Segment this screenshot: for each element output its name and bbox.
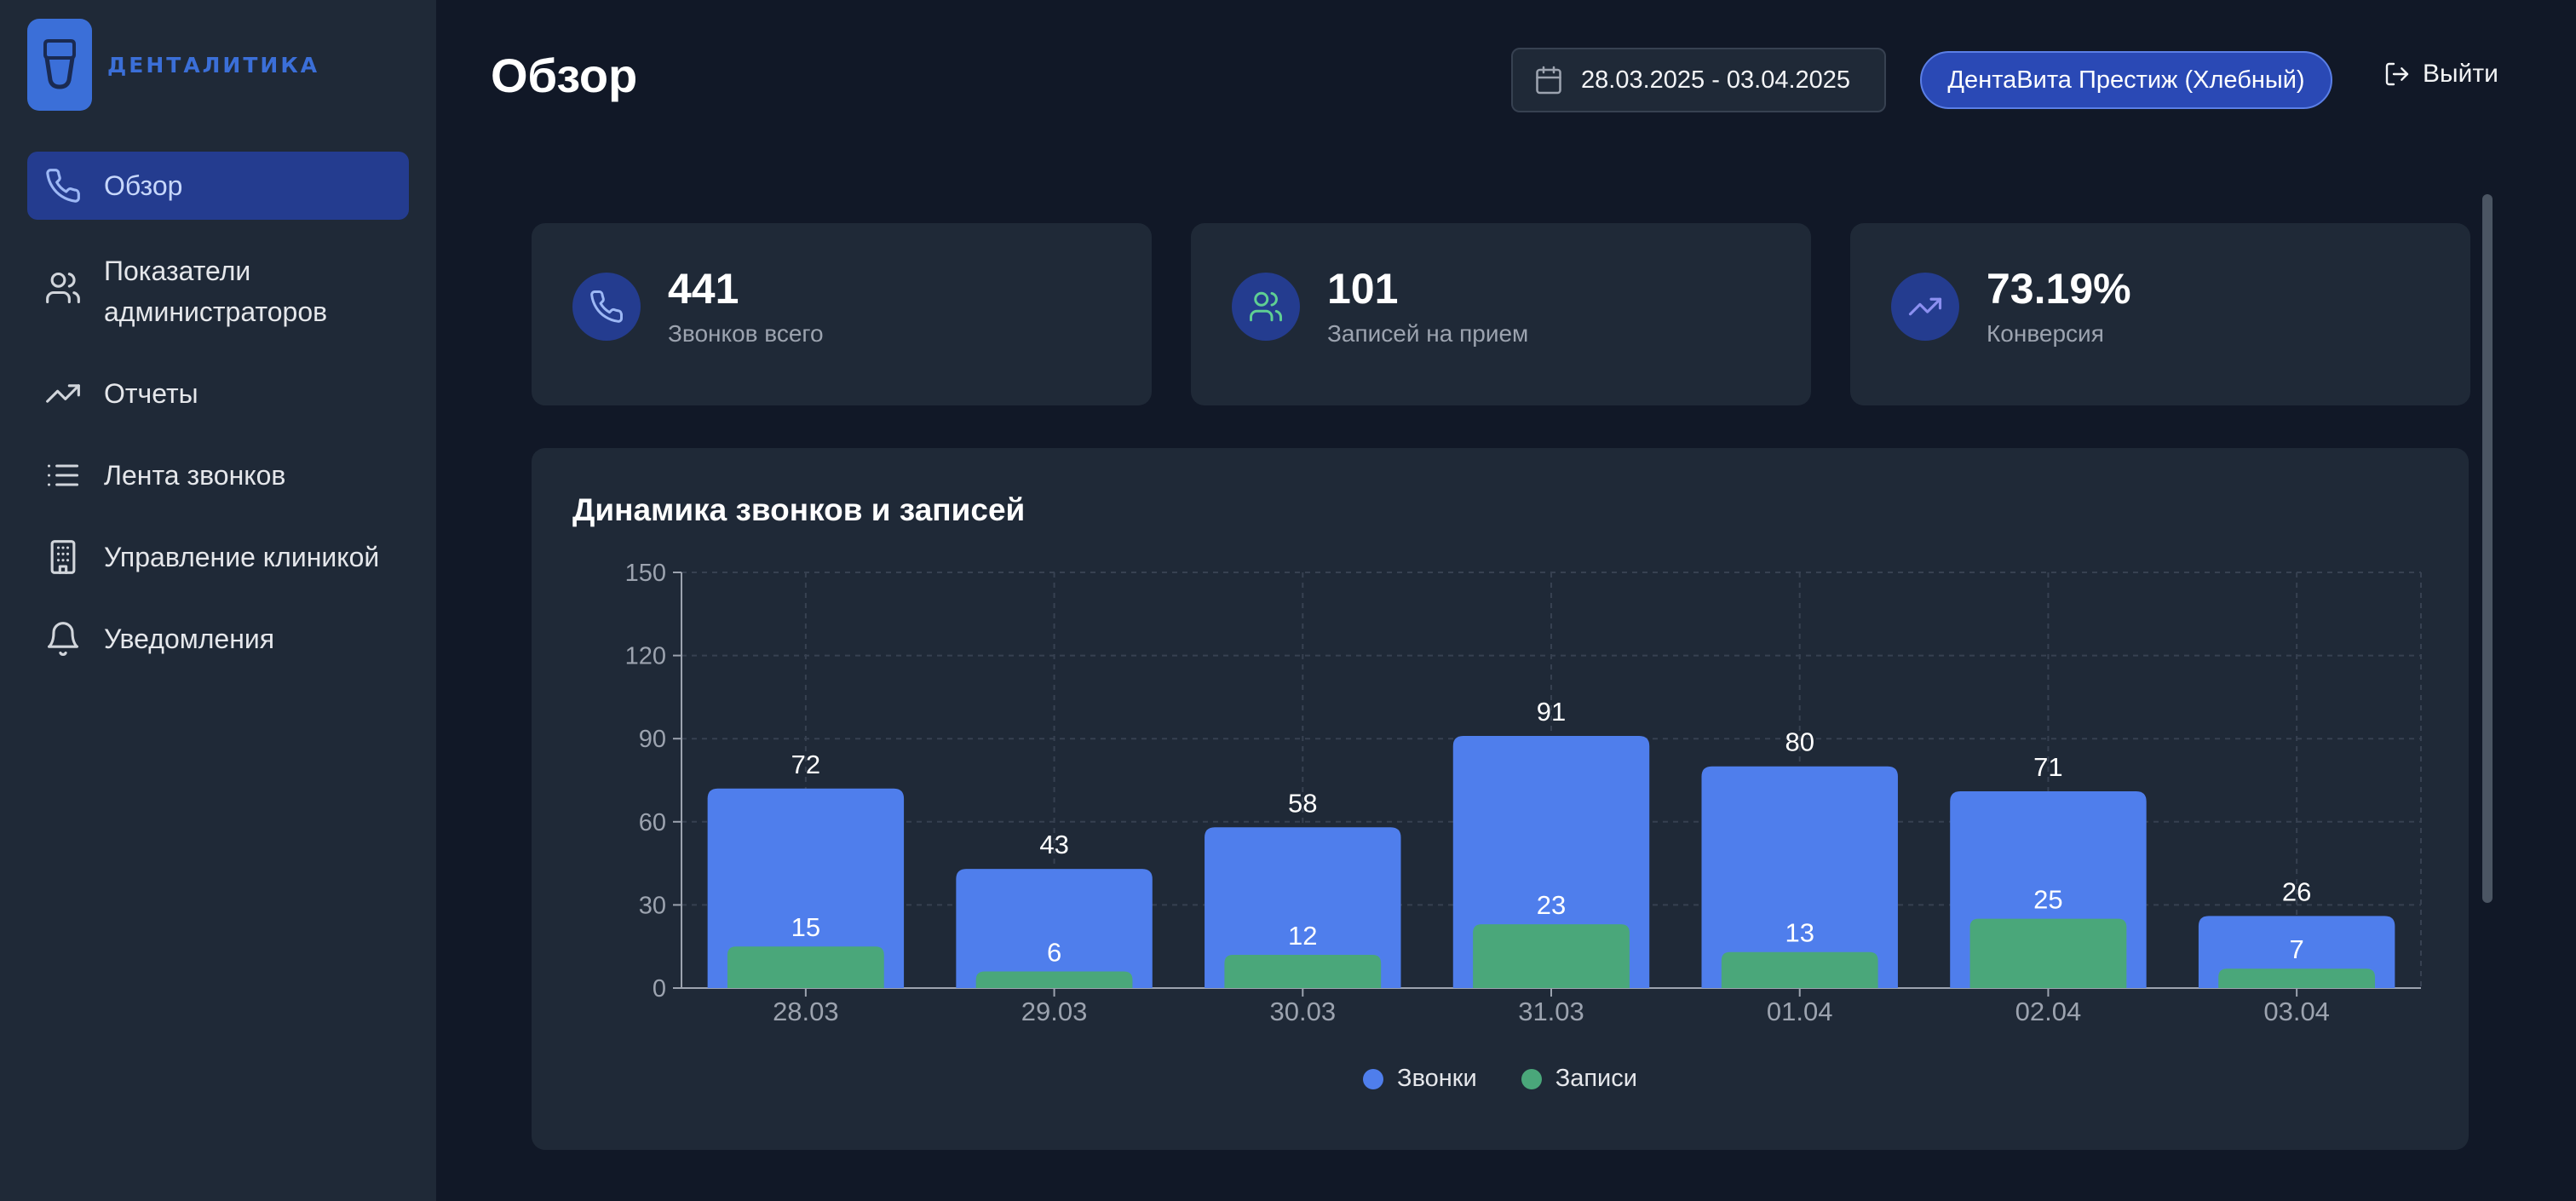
bar-records [1721, 951, 1878, 988]
x-tick-label: 02.04 [2015, 997, 2082, 1026]
users-icon [1232, 273, 1300, 341]
legend-item-records[interactable]: Записи [1521, 1065, 1637, 1093]
data-label-records: 15 [791, 912, 820, 942]
chart-panel: Динамика звонков и записей 0 30 60 90 120 150… [532, 448, 2469, 1150]
y-tick-label: 90 [639, 726, 666, 753]
y-tick-label: 30 [639, 892, 666, 919]
x-tick-label: 28.03 [773, 997, 839, 1026]
bar-calls [956, 869, 1153, 988]
bar-calls [707, 788, 905, 988]
bar-records [2218, 968, 2376, 988]
calendar-icon [1536, 66, 1561, 95]
sidebar-item-label: Показатели администраторов [104, 256, 328, 327]
bar-records [975, 971, 1133, 988]
y-tick-label: 0 [653, 975, 666, 1003]
sidebar: ДЕНТАЛИТИКА Обзор Показатели администрат… [0, 0, 436, 1201]
page-title: Обзор [491, 49, 638, 102]
sidebar-item-reports[interactable]: Отчеты [27, 373, 409, 414]
sidebar-item-clinic-management[interactable]: Управление клиникой [27, 537, 409, 578]
chart-legend: Звонки Записи [532, 1065, 2469, 1093]
data-label-records: 7 [2290, 934, 2304, 964]
x-tick-label: 30.03 [1269, 997, 1336, 1026]
logo-text: ДЕНТАЛИТИКА [107, 52, 320, 78]
building-icon [43, 537, 83, 578]
legend-label: Звонки [1397, 1065, 1477, 1092]
legend-swatch [1521, 1068, 1542, 1089]
sidebar-item-admin-metrics[interactable]: Показатели администраторов [27, 250, 409, 332]
sidebar-item-label: Уведомления [104, 623, 275, 654]
calls-records-chart: 0 30 60 90 120 150 72 15 28.03 43 6 29.03 58 12 30.03 9… [625, 560, 2422, 1026]
bar-records [727, 946, 884, 988]
bell-icon [43, 618, 83, 659]
bar-calls [1205, 827, 1401, 988]
x-tick-label: 29.03 [1021, 997, 1088, 1026]
legend-swatch [1363, 1068, 1384, 1089]
stat-card-calls: 441 Звонков всего [532, 223, 1152, 405]
scrollbar[interactable] [2482, 194, 2494, 903]
data-label-calls: 80 [1785, 727, 1814, 757]
bar-records [1224, 954, 1382, 988]
trending-up-icon [1891, 273, 1959, 341]
data-label-calls: 71 [2033, 752, 2062, 782]
data-label-calls: 43 [1039, 830, 1068, 859]
phone-icon [572, 273, 641, 341]
tooth-logo-icon [27, 19, 92, 111]
sidebar-nav: Обзор Показатели администраторов Отчеты … [27, 152, 409, 659]
data-label-records: 23 [1537, 890, 1566, 920]
bar-calls [1701, 766, 1898, 988]
data-label-calls: 72 [791, 750, 820, 779]
stat-value: 441 [668, 265, 739, 313]
data-label-records: 12 [1288, 921, 1317, 951]
data-label-records: 25 [2033, 885, 2062, 915]
data-label-records: 13 [1785, 918, 1814, 948]
data-label-calls: 58 [1288, 788, 1317, 818]
logout-icon [2385, 62, 2409, 86]
data-label-records: 6 [1047, 937, 1061, 967]
data-label-calls: 91 [1537, 697, 1566, 727]
stat-card-conversion: 73.19% Конверсия [1850, 223, 2470, 405]
sidebar-item-label: Обзор [104, 170, 183, 201]
stat-card-appointments: 101 Записей на прием [1191, 223, 1811, 405]
stat-value: 73.19% [1987, 265, 2131, 313]
sidebar-item-call-feed[interactable]: Лента звонков [27, 455, 409, 496]
clinic-label: ДентаВита Престиж (Хлебный) [1947, 66, 2305, 94]
list-icon [43, 455, 83, 496]
sidebar-item-label: Лента звонков [104, 460, 286, 491]
date-range-label: 28.03.2025 - 03.04.2025 [1581, 66, 1851, 94]
bar-records [1969, 918, 2127, 988]
sidebar-item-label: Управление клиникой [104, 542, 380, 572]
logout-label: Выйти [2423, 60, 2498, 88]
logo[interactable]: ДЕНТАЛИТИКА [27, 19, 319, 111]
legend-label: Записи [1555, 1065, 1637, 1092]
legend-item-calls[interactable]: Звонки [1363, 1065, 1477, 1093]
users-icon [43, 267, 83, 308]
scrollbar-thumb[interactable] [2482, 194, 2493, 903]
date-range-picker[interactable]: 28.03.2025 - 03.04.2025 [1511, 48, 1886, 112]
x-tick-label: 31.03 [1518, 997, 1584, 1026]
bar-records [1473, 924, 1630, 988]
phone-icon [43, 165, 83, 206]
y-tick-label: 150 [625, 560, 666, 587]
y-tick-label: 60 [639, 809, 666, 836]
sidebar-item-notifications[interactable]: Уведомления [27, 618, 409, 659]
x-tick-label: 03.04 [2263, 997, 2330, 1026]
stat-value: 101 [1327, 265, 1399, 313]
clinic-selector[interactable]: ДентаВита Престиж (Хлебный) [1920, 51, 2332, 109]
chart-title: Динамика звонков и записей [572, 492, 1026, 527]
x-tick-label: 01.04 [1767, 997, 1833, 1026]
sidebar-item-label: Отчеты [104, 378, 198, 409]
y-tick-label: 120 [625, 643, 666, 670]
stat-caption: Записей на прием [1327, 320, 1529, 347]
sidebar-item-overview[interactable]: Обзор [27, 152, 409, 220]
stat-caption: Звонков всего [668, 320, 824, 347]
trending-up-icon [43, 373, 83, 414]
data-label-calls: 26 [2282, 876, 2311, 906]
logout-button[interactable]: Выйти [2383, 60, 2498, 89]
stat-caption: Конверсия [1987, 320, 2104, 347]
